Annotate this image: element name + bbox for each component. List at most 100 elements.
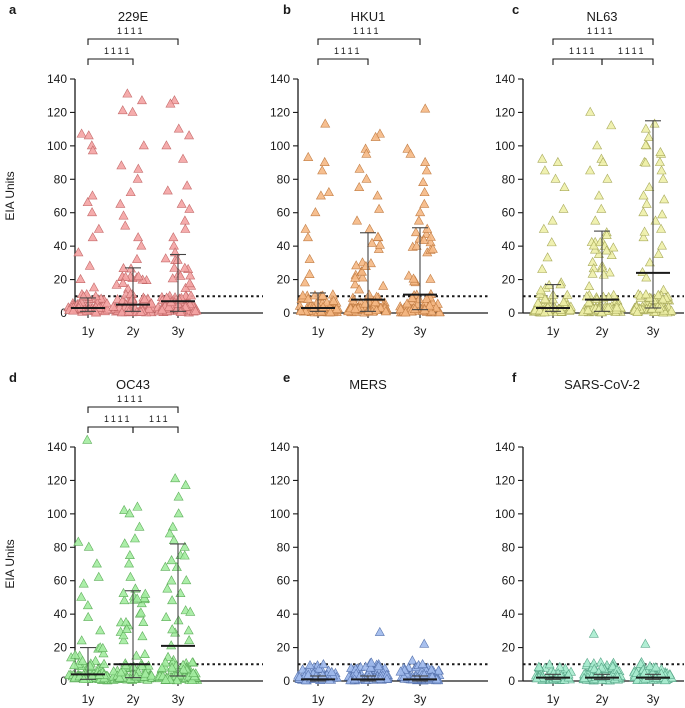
data-point [649, 118, 660, 128]
x-tick-label: 2y [596, 324, 609, 338]
data-point [418, 176, 429, 187]
data-point [644, 182, 655, 192]
data-point [350, 303, 361, 313]
y-tick-label: 20 [277, 273, 291, 287]
data-point [133, 232, 144, 242]
data-point [117, 105, 128, 115]
data-point [562, 289, 573, 299]
data-point [119, 595, 130, 605]
x-tick-label: 3y [647, 692, 660, 706]
data-point [118, 277, 129, 287]
data-point [166, 575, 177, 585]
data-point [434, 307, 445, 317]
data-point [414, 294, 425, 304]
data-point [354, 284, 365, 294]
data-point [179, 262, 190, 272]
data-point [91, 558, 102, 568]
panel-title: OC43 [116, 377, 150, 392]
data-point [546, 237, 557, 247]
data-point [356, 266, 367, 276]
data-point [350, 279, 361, 289]
data-point [585, 106, 596, 116]
data-point [118, 210, 129, 220]
data-point [419, 187, 430, 197]
data-point [425, 231, 436, 241]
y-tick-label: 140 [47, 440, 67, 454]
data-point [170, 473, 181, 483]
data-point [373, 661, 384, 671]
data-point [120, 220, 131, 230]
y-tick-label: 60 [54, 574, 68, 588]
data-point [593, 190, 604, 200]
data-point [654, 156, 665, 166]
data-point [90, 655, 101, 665]
significance-bracket [552, 38, 654, 45]
data-point [372, 231, 383, 241]
data-point [87, 145, 98, 155]
data-point [395, 303, 406, 313]
data-point [297, 290, 308, 300]
data-point [121, 623, 132, 633]
data-point [82, 434, 93, 444]
data-point [367, 237, 378, 247]
data-point [178, 153, 189, 163]
y-tick-label: 0 [60, 674, 67, 688]
y-tick-label: 80 [54, 172, 68, 186]
data-point [608, 242, 619, 252]
panel-title: SARS-CoV-2 [564, 377, 640, 392]
y-tick-label: 40 [502, 607, 516, 621]
data-point [598, 156, 609, 166]
data-point [354, 182, 365, 192]
data-point [372, 190, 383, 200]
data-point [309, 290, 320, 300]
significance-label: 1111 [569, 46, 597, 56]
data-point [418, 234, 429, 244]
data-point [303, 293, 314, 303]
data-point [640, 289, 651, 299]
data-point [320, 118, 331, 128]
data-point [632, 307, 643, 317]
data-point [395, 666, 406, 676]
data-point [134, 521, 145, 531]
panel-letter: b [283, 2, 291, 17]
data-point [606, 120, 617, 130]
data-point [127, 106, 138, 116]
data-point [165, 98, 176, 108]
data-point [137, 631, 148, 641]
significance-bracket [317, 58, 369, 65]
data-point [378, 280, 389, 290]
x-tick-label: 1y [547, 692, 560, 706]
data-point [130, 583, 141, 593]
data-point [660, 675, 671, 685]
data-point [360, 298, 371, 308]
data-point [76, 128, 87, 138]
y-tick-label: 60 [502, 206, 516, 220]
data-point [183, 625, 194, 635]
data-point [129, 533, 140, 543]
data-point [168, 232, 179, 242]
data-point [558, 297, 569, 307]
data-point [302, 232, 313, 242]
data-point [184, 203, 195, 213]
significance-bracket [87, 38, 179, 45]
data-point [318, 659, 329, 669]
data-point [659, 194, 670, 204]
data-point [160, 561, 171, 571]
y-tick-label: 120 [270, 105, 290, 119]
data-point [584, 281, 595, 291]
data-point [410, 227, 421, 237]
panel-a: a 229E EIA Units 0 20 40 60 80 100 120 140 1y 2y 3y 11… [3, 2, 263, 338]
x-tick-label: 3y [647, 324, 660, 338]
y-tick-label: 40 [54, 607, 68, 621]
data-point [364, 289, 375, 299]
data-point [589, 663, 600, 673]
panel-b: b HKU1 0 20 40 60 80 100 120 140 1y 2y 3y 1111 1111 [270, 2, 488, 338]
y-tick-label: 80 [502, 540, 516, 554]
y-axis-label: EIA Units [3, 171, 17, 220]
data-point [656, 223, 667, 233]
data-point [161, 140, 172, 150]
data-point [131, 253, 143, 263]
data-point [97, 642, 108, 652]
data-point [653, 248, 664, 258]
